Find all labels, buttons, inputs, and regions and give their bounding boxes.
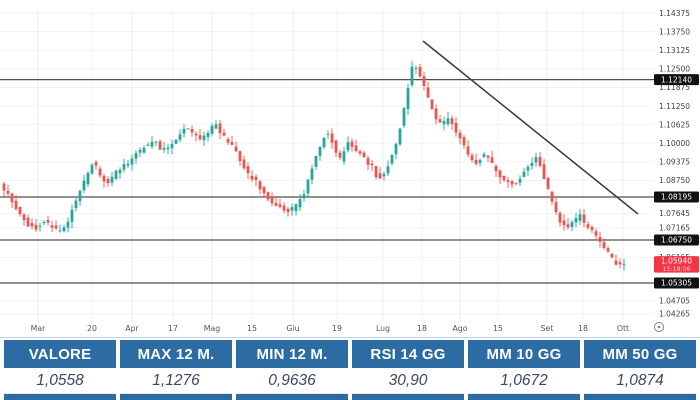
table-header-cell: MAX 12 M. xyxy=(120,340,232,368)
stats-table: VALORE MAX 12 M. MIN 12 M. RSI 14 GG MM 10 G… xyxy=(0,337,700,400)
clipped-header-cell xyxy=(584,394,696,400)
price-chart-svg[interactable]: 1.14375 1.13750 1.13125 1.12500 1.11875 1.112… xyxy=(0,0,700,336)
table-header-cell: MIN 12 M. xyxy=(236,340,348,368)
price-tick-label: 1.14375 xyxy=(659,9,690,18)
candles-layer xyxy=(2,61,626,271)
day-label: 20 xyxy=(87,324,97,333)
price-tick-label: 1.07645 xyxy=(659,209,690,218)
price-tick-label: 1.08750 xyxy=(659,176,690,185)
table-header-cell: MM 10 GG xyxy=(468,340,580,368)
table-header-cell: RSI 14 GG xyxy=(352,340,464,368)
table-header-row: VALORE MAX 12 M. MIN 12 M. RSI 14 GG MM 10 G… xyxy=(0,340,700,368)
chart-area[interactable]: 1.14375 1.13750 1.13125 1.12500 1.11875 1.112… xyxy=(0,0,700,336)
time-axis[interactable]: Mar 20 Apr 17 Mag 15 Giu 19 Lug 18 Ago 15 Set 18 Ott xyxy=(31,324,629,333)
descending-trendline[interactable] xyxy=(422,40,639,215)
table-header-cell: MM 50 GG xyxy=(584,340,696,368)
price-tick-label: 1.10000 xyxy=(659,139,690,148)
level-price-text: 1.12140 xyxy=(661,75,692,84)
month-label: Giu xyxy=(286,324,299,333)
month-label: Lug xyxy=(376,324,390,333)
price-tick-label: 1.13750 xyxy=(659,27,690,36)
table-value-cell: 30,90 xyxy=(352,368,464,394)
table-value-cell: 0,9636 xyxy=(236,368,348,394)
price-tick-label: 1.04265 xyxy=(659,310,690,319)
price-tick-label: 1.04705 xyxy=(659,297,690,306)
day-label: 17 xyxy=(168,324,178,333)
month-label: Ago xyxy=(452,324,467,333)
price-tick-label: 1.07165 xyxy=(659,223,690,232)
table-value-cell: 1,1276 xyxy=(120,368,232,394)
scale-settings-icon[interactable] xyxy=(653,321,665,333)
table-value-cell: 1,0672 xyxy=(468,368,580,394)
table-next-row-clipped xyxy=(0,394,700,400)
table-header-cell: VALORE xyxy=(4,340,116,368)
month-label: Mag xyxy=(204,324,221,333)
current-price-text: 1.05940 xyxy=(661,256,692,265)
clipped-header-cell xyxy=(468,394,580,400)
price-tick-label: 1.11875 xyxy=(659,83,690,92)
month-label: Mar xyxy=(31,324,47,333)
day-label: 15 xyxy=(247,324,257,333)
month-label: Set xyxy=(541,324,554,333)
price-tick-label: 1.13125 xyxy=(659,46,690,55)
day-label: 18 xyxy=(417,324,427,333)
support-resistance-lines xyxy=(0,78,654,284)
grid-lines xyxy=(0,10,654,322)
level-price-label: 1.05305 xyxy=(654,277,699,289)
level-price-label: 1.08195 xyxy=(654,191,699,203)
day-label: 15 xyxy=(493,324,503,333)
table-value-cell: 1,0874 xyxy=(584,368,696,394)
day-label: 19 xyxy=(332,324,342,333)
price-axis[interactable]: 1.14375 1.13750 1.13125 1.12500 1.11875 1.112… xyxy=(654,9,699,319)
level-price-label: 1.06750 xyxy=(654,234,699,246)
month-label: Apr xyxy=(125,324,139,333)
price-tick-label: 1.09375 xyxy=(659,158,690,167)
price-tick-label: 1.12500 xyxy=(659,65,690,74)
table-value-cell: 1,0558 xyxy=(4,368,116,394)
clipped-header-cell xyxy=(352,394,464,400)
level-price-text: 1.08195 xyxy=(661,193,692,202)
level-price-label: 1.12140 xyxy=(654,74,699,86)
price-tick-label: 1.10625 xyxy=(659,120,690,129)
level-price-text: 1.05305 xyxy=(661,279,692,288)
clipped-header-cell xyxy=(236,394,348,400)
clipped-header-cell xyxy=(120,394,232,400)
level-price-text: 1.06750 xyxy=(661,236,692,245)
clipped-header-cell xyxy=(4,394,116,400)
day-label: 18 xyxy=(578,324,588,333)
table-value-row: 1,0558 1,1276 0,9636 30,90 1,0672 1,0874 xyxy=(0,368,700,394)
bar-countdown-text: 15:18:06 xyxy=(662,266,690,273)
price-tick-label: 1.11250 xyxy=(659,102,690,111)
month-label: Ott xyxy=(617,324,629,333)
